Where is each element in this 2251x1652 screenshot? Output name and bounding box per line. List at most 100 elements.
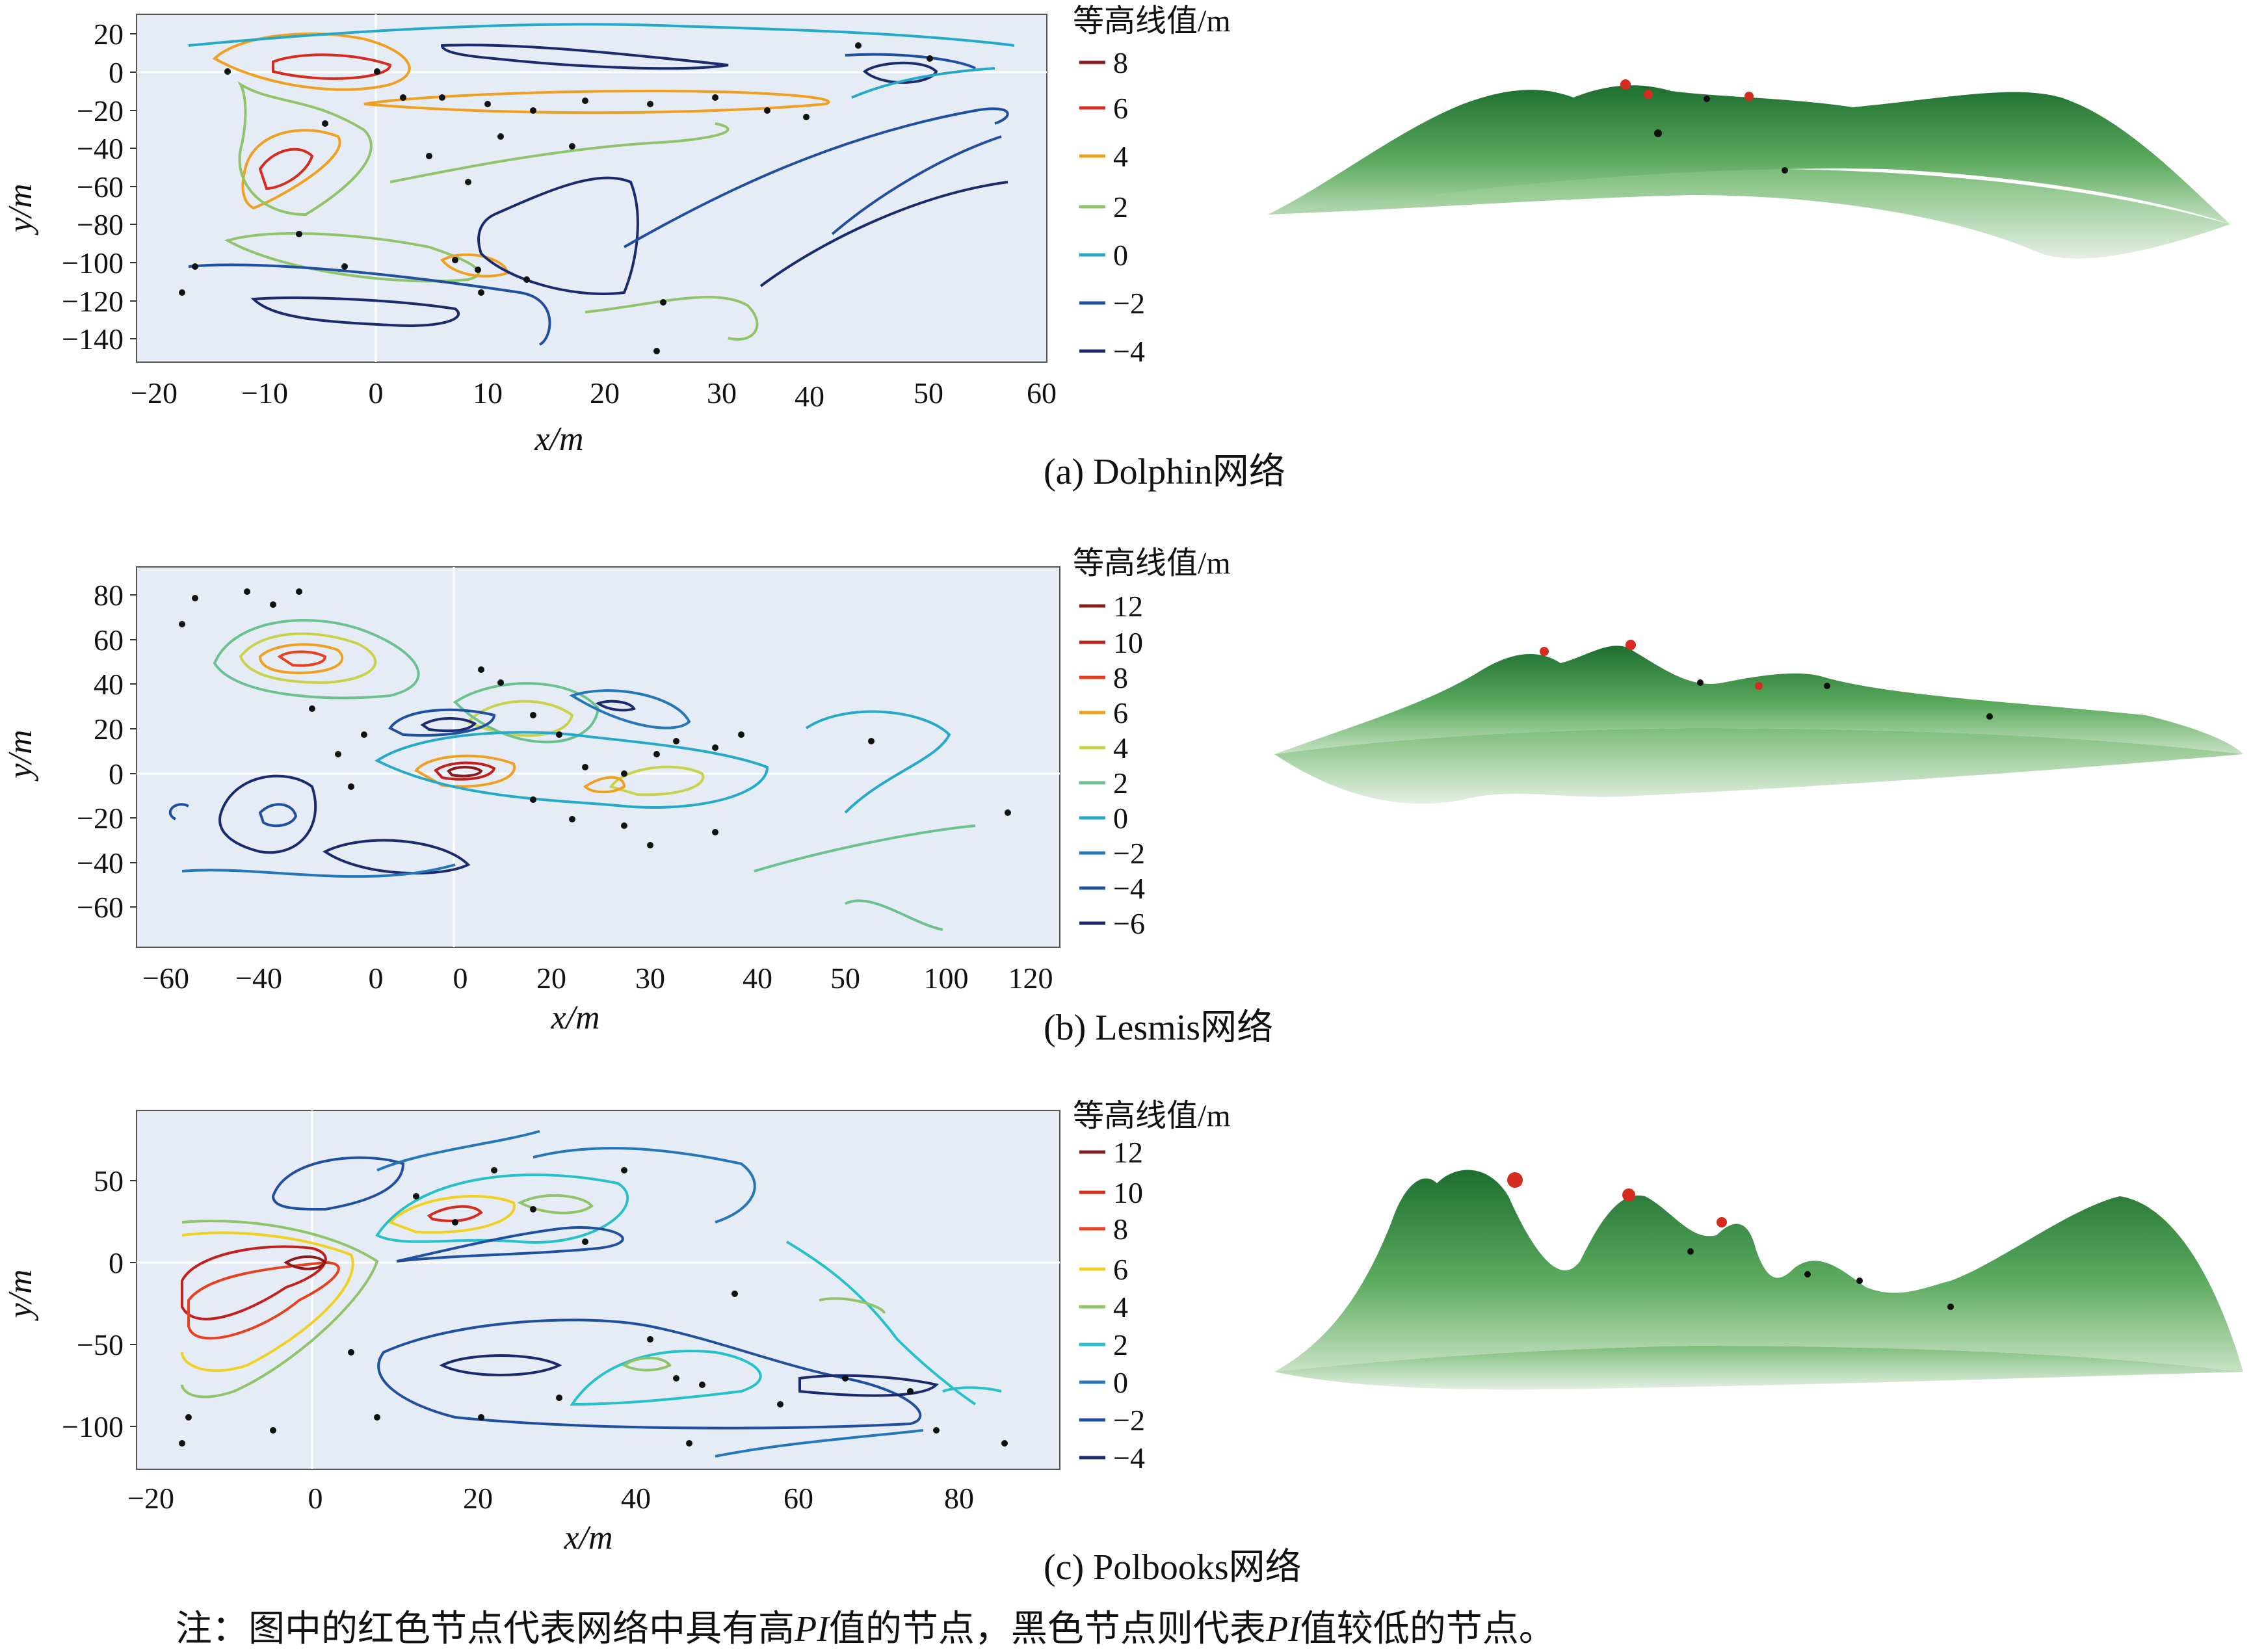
note-prefix: 注：图中的红色节点代表网络中具有高 [176, 1609, 795, 1649]
x-tick-a-6: 40 [795, 380, 824, 413]
legend-label-c-8: −4 [1113, 1441, 1145, 1475]
legend-label-b-5: 2 [1113, 767, 1128, 800]
figure-note: 注：图中的红色节点代表网络中具有高PI值的节点，黑色节点则代表PI值较低的节点。 [176, 1599, 1555, 1652]
y-tick-a-7: −120 [62, 285, 124, 318]
plot-area-c [136, 1110, 1060, 1470]
legend-a: 8 6 4 2 0 −2 −4 [1079, 46, 1145, 368]
x-tick-b-2: 0 [369, 962, 384, 995]
legend-title-b: 等高线值/m [1073, 546, 1231, 581]
note-pi-1: PI [795, 1609, 829, 1649]
y-ticks-a [130, 33, 137, 339]
legend-label-c-1: 10 [1113, 1176, 1143, 1209]
x-tick-b-3: 0 [453, 962, 468, 995]
legend-label-c-5: 2 [1113, 1328, 1128, 1361]
y-tick-a-0: 20 [94, 18, 124, 51]
y-tick-b-0: 80 [94, 579, 124, 612]
y-tick-a-8: −140 [62, 322, 124, 356]
legend-label-a-0: 8 [1113, 46, 1128, 79]
legend-label-b-1: 10 [1113, 626, 1143, 659]
y-tick-a-2: −20 [77, 94, 124, 127]
panel-c: 50 0 −50 −100 −20 0 20 40 60 80 x/m y/m … [2, 1099, 2243, 1556]
legend-label-c-6: 0 [1113, 1366, 1128, 1399]
legend-label-c-7: −2 [1113, 1404, 1145, 1437]
y-tick-a-5: −80 [77, 208, 124, 241]
y-tick-b-4: 0 [109, 757, 124, 791]
legend-label-b-2: 8 [1113, 661, 1128, 694]
note-suffix: 值较低的节点。 [1300, 1609, 1555, 1649]
legend-label-a-5: −2 [1113, 287, 1145, 320]
y-tick-b-5: −20 [77, 802, 124, 835]
x-tick-c-5: 80 [944, 1482, 974, 1515]
x-tick-b-9: 120 [1008, 962, 1053, 995]
x-axis-title-c: x/m [563, 1519, 612, 1556]
legend-label-b-6: 0 [1113, 802, 1128, 835]
legend-label-c-0: 12 [1113, 1136, 1143, 1169]
y-tick-c-3: −100 [62, 1410, 124, 1443]
legend-label-c-3: 6 [1113, 1253, 1128, 1286]
y-axis-title-c: y/m [2, 1269, 39, 1321]
legend-label-b-9: −6 [1113, 907, 1145, 940]
caption-a: (a) Dolphin网络 [1044, 452, 1285, 492]
contour-lines-c [181, 1130, 1002, 1458]
note-mid: 值的节点，黑色节点则代表 [828, 1609, 1266, 1649]
x-tick-a-5: 30 [707, 376, 737, 410]
y-tick-a-6: −100 [62, 246, 124, 280]
legend-label-a-1: 6 [1113, 92, 1128, 125]
x-axis-title-b: x/m [550, 999, 599, 1034]
legend-label-a-3: 2 [1113, 190, 1128, 224]
x-tick-b-0: −60 [142, 962, 189, 995]
note-pi-2: PI [1265, 1609, 1300, 1649]
panel-b: 80 60 40 20 0 −20 −40 −60 −60 −40 0 0 20… [2, 546, 2243, 1034]
legend-label-b-7: −2 [1113, 837, 1145, 870]
x-tick-c-4: 60 [783, 1482, 813, 1515]
x-tick-a-1: −10 [241, 376, 288, 410]
x-tick-c-0: −20 [127, 1482, 174, 1515]
x-tick-a-7: 50 [914, 376, 943, 410]
x-tick-b-7: 50 [830, 962, 860, 995]
y-ticks-c [130, 1180, 137, 1427]
y-tick-c-2: −50 [77, 1328, 124, 1361]
contour-lines-a [188, 23, 1015, 346]
x-tick-b-6: 40 [743, 962, 772, 995]
legend-c: 12 10 8 6 4 2 0 −2 −4 [1079, 1136, 1145, 1475]
panel-a: 20 0 −20 −40 −60 −80 −100 −120 −140 −20 … [2, 4, 2230, 458]
terrain-3d-b [1274, 640, 2243, 804]
legend-label-a-4: 0 [1113, 239, 1128, 272]
x-tick-c-1: 0 [308, 1482, 323, 1515]
legend-label-b-0: 12 [1113, 590, 1143, 623]
legend-label-a-2: 4 [1113, 140, 1128, 173]
y-tick-b-1: 60 [94, 623, 124, 657]
legend-label-c-2: 8 [1113, 1213, 1128, 1246]
y-tick-a-4: −60 [77, 170, 124, 203]
x-tick-c-3: 40 [621, 1482, 651, 1515]
x-tick-c-2: 20 [463, 1482, 493, 1515]
x-tick-a-0: −20 [131, 376, 178, 410]
caption-b: (b) Lesmis网络 [1044, 1008, 1274, 1048]
x-axis-title-a: x/m [534, 421, 583, 458]
x-tick-b-1: −40 [235, 962, 282, 995]
legend-label-b-4: 4 [1113, 731, 1128, 765]
y-tick-c-1: 0 [109, 1246, 124, 1279]
y-axis-title-b: y/m [2, 729, 39, 781]
legend-label-c-4: 4 [1113, 1291, 1128, 1324]
legend-label-a-6: −4 [1113, 335, 1145, 368]
caption-c: (c) Polbooks网络 [1044, 1547, 1302, 1588]
plot-area-b [136, 566, 1060, 948]
y-tick-a-1: 0 [109, 56, 124, 89]
x-tick-a-8: 60 [1027, 376, 1057, 410]
legend-title-a: 等高线值/m [1073, 4, 1231, 38]
legend-label-b-8: −4 [1113, 872, 1145, 905]
x-tick-a-4: 20 [590, 376, 620, 410]
nodes-a [179, 42, 933, 354]
y-tick-b-6: −40 [77, 846, 124, 880]
y-axis-title-a: y/m [2, 183, 39, 235]
y-tick-b-7: −60 [77, 891, 124, 924]
y-tick-a-3: −40 [77, 132, 124, 165]
x-tick-a-3: 10 [473, 376, 503, 410]
y-tick-b-2: 40 [94, 668, 124, 701]
nodes-c [179, 1167, 1008, 1447]
x-tick-b-5: 30 [635, 962, 665, 995]
legend-label-b-3: 6 [1113, 696, 1128, 729]
terrain-3d-a [1268, 79, 2230, 259]
legend-b: 12 10 8 6 4 2 0 −2 −4 −6 [1079, 590, 1145, 940]
